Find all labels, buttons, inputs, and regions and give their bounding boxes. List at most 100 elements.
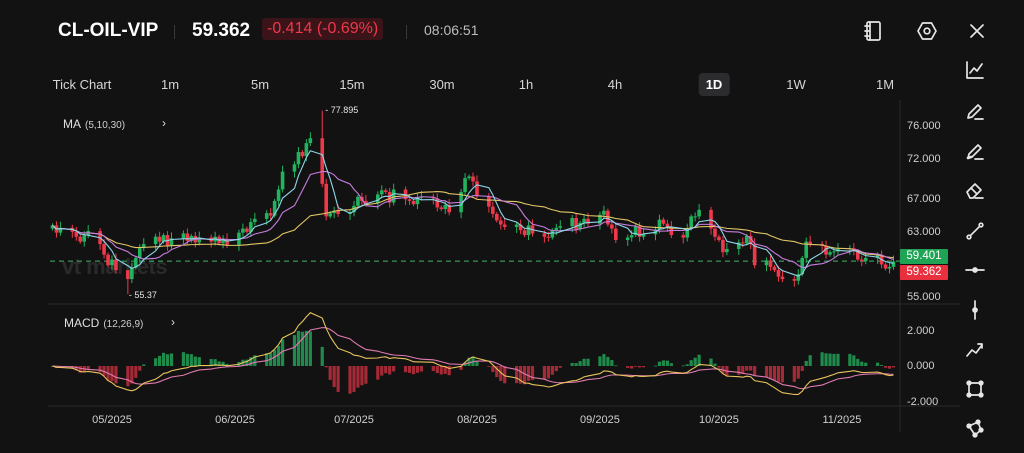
candle-body [169,238,174,246]
macd-histogram-bar [772,366,777,381]
macd-histogram-bar [542,366,547,380]
candle-body [570,218,574,227]
close-icon[interactable] [965,19,989,43]
candle-body [383,190,388,192]
macd-histogram-bar [348,366,352,394]
candle-body [241,228,245,233]
candle-body [502,224,507,227]
macd-histogram-bar [792,366,796,382]
candle-body [637,226,642,237]
candle-body [752,244,757,266]
line-chart-icon[interactable] [963,58,987,82]
candle-body [748,235,753,245]
candle-body [471,176,475,182]
timeframe-tab-tick-chart[interactable]: Tick Chart [52,77,112,92]
candle-body [324,183,329,217]
candle-body [768,260,773,267]
date-axis-tick: 06/2025 [215,414,255,426]
settings-icon[interactable] [915,19,939,43]
zigzag-icon[interactable] [963,338,987,362]
macd-histogram-bar [491,366,495,372]
vertical-line-icon[interactable] [963,298,987,322]
macd-indicator-label[interactable]: MACD (12,26,9) [64,316,143,330]
candle-body [407,199,412,201]
macd-histogram-bar [499,366,503,381]
candle-body [134,257,138,268]
candle-body [50,225,55,229]
candle-body [681,235,686,238]
timeframe-tab-1h[interactable]: 1h [518,77,534,92]
timeframe-tab-15m[interactable]: 15m [339,77,365,92]
notebook-icon[interactable] [861,19,885,43]
macd-histogram-bar [669,363,673,366]
macd-histogram-bar [332,366,336,388]
candle-body [776,270,781,277]
candle-body [883,264,888,269]
timeframe-tab-1d[interactable]: 1D [698,73,730,96]
trend-line-icon[interactable] [963,219,987,243]
macd-histogram-bar [876,362,880,366]
candle-body [689,216,693,229]
candle-body [602,210,606,215]
macd-histogram-bar [749,366,753,371]
candle-body [859,259,864,262]
pencil-icon[interactable] [963,99,987,123]
candle-body [447,204,451,213]
candle-body [625,237,630,240]
chevron-right-icon[interactable]: › [171,315,175,329]
candle-body [800,257,805,275]
candle-body [467,176,471,179]
macd-histogram-bar [161,352,166,366]
ma-indicator-label[interactable]: MA (5,10,30) [63,117,125,131]
candle-body [804,241,809,258]
macd-histogram-bar [630,366,634,369]
date-axis-tick: 11/2025 [822,414,862,426]
macd-histogram-bar [352,366,356,393]
macd-histogram-bar [154,358,158,366]
candle-body [475,181,479,197]
macd-histogram-bar [530,366,535,381]
macd-dif-line [52,312,894,396]
price-axis-tick: 63.000 [907,225,941,238]
macd-histogram-bar [745,366,749,371]
macd-histogram-bar [665,360,669,366]
candle-body [221,239,225,244]
price-axis-tick: 67.000 [907,193,941,206]
horizontal-line-icon[interactable] [963,258,987,282]
macd-histogram-bar [828,353,832,366]
macd-histogram-bar [447,366,451,376]
ma10-line [52,170,894,269]
macd-histogram-bar [657,361,662,366]
macd-histogram-bar [653,365,658,367]
macd-histogram-bar [277,345,281,366]
candle-body [439,207,444,210]
macd-histogram-bar [110,366,114,382]
timeframe-tab-30m[interactable]: 30m [429,77,455,92]
candle-body [709,209,713,229]
timeframe-tab-4h[interactable]: 4h [607,77,623,92]
eraser-icon[interactable] [963,178,987,202]
macd-histogram-bar [764,366,769,378]
macd-histogram-bar [158,355,162,366]
candle-body [375,194,380,204]
macd-histogram-bar [526,366,531,381]
timeframe-tab-1m[interactable]: 1m [160,77,180,92]
polygon-icon[interactable] [963,416,987,440]
timeframe-tab-1w[interactable]: 1W [786,77,806,92]
rectangle-icon[interactable] [963,377,987,401]
candle-body [633,226,638,236]
candle-body [808,241,812,245]
timeframe-tab-5m[interactable]: 5m [250,77,270,92]
highlighter-icon[interactable] [963,139,987,163]
chevron-right-icon[interactable]: › [162,116,166,130]
macd-histogram-bar [614,365,618,367]
macd-histogram-bar [443,366,447,374]
macd-histogram-bar [800,366,804,371]
candle-body [491,206,495,214]
macd-label: MACD [64,316,100,330]
macd-histogram-bar [879,365,884,366]
candle-body [721,239,725,253]
timeframe-tab-1m[interactable]: 1M [875,77,895,92]
date-axis-tick: 08/2025 [457,414,497,426]
